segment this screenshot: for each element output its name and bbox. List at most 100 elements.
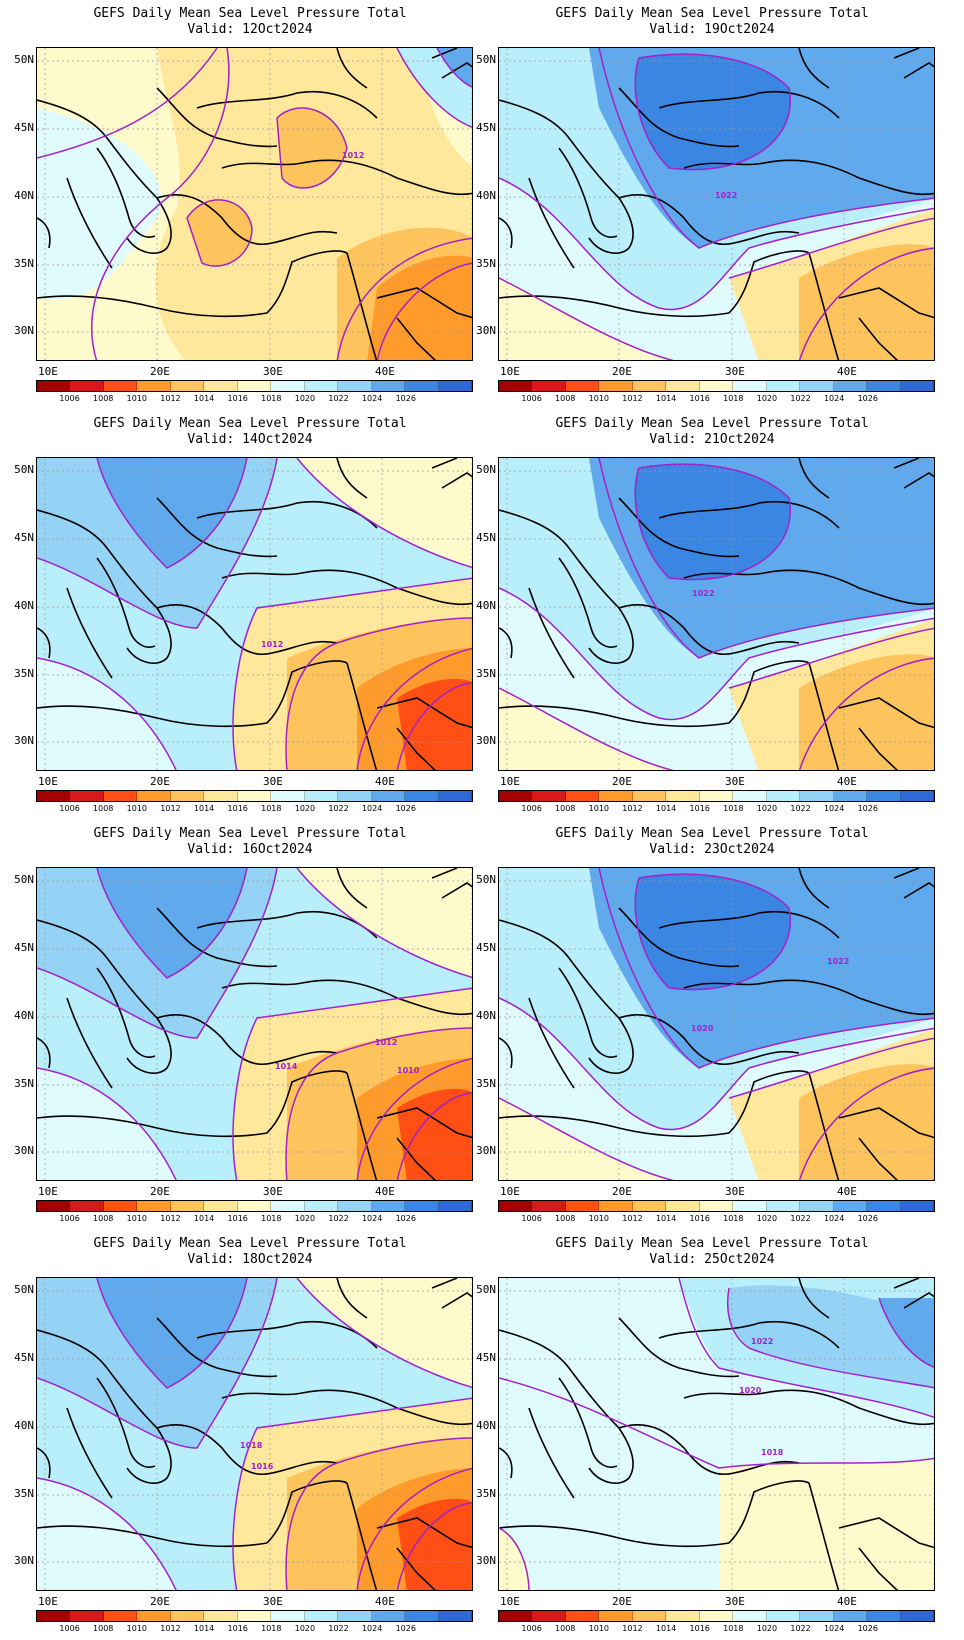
coastline [37,217,51,249]
colorbar-swatch [371,1611,406,1621]
pressure-map: 1012 [36,47,473,361]
pressure-fill [37,1068,176,1180]
pressure-fill [297,1278,472,1388]
coastline [221,569,472,606]
pressure-fill [727,1285,934,1388]
lon-tick-label: 30E [725,1595,745,1608]
coastline [376,1517,472,1549]
isobar-line [356,1467,472,1590]
coastline [441,62,472,79]
colorbar-swatch [666,791,700,801]
colorbar-label: 1024 [823,1624,845,1633]
isobar-label: 1022 [715,191,737,200]
colorbar-swatch [800,791,834,801]
coastline [893,48,920,59]
title-text: GEFS Daily Mean Sea Level Pressure Total [93,6,407,21]
pressure-fill [799,1064,934,1180]
coastline [156,603,338,655]
colorbar-label: 1012 [622,394,643,403]
coastline [558,1377,618,1468]
pressure-fill [499,1528,529,1590]
colorbar-swatch [733,381,767,391]
colorbar-swatch [137,791,171,801]
lon-tick-label: 10E [500,775,520,788]
lon-tick-label: 30E [263,365,283,378]
coastline [808,252,840,360]
colorbar-swatch [666,1201,700,1211]
colorbar-swatch [532,381,566,391]
colorbar-swatch [70,1611,104,1621]
coastline [499,919,634,1074]
pressure-fill [397,1498,472,1590]
coastline [893,868,920,879]
colorbar-swatch [37,791,71,801]
coastline [558,147,618,238]
coastline [903,62,934,79]
lat-tick-label: 40N [476,1419,496,1432]
isobar-line [634,53,791,171]
coastline [838,1107,934,1139]
colorbar-label: 1010 [126,1624,148,1633]
colorbar-swatch [900,1611,935,1621]
colorbar-label: 1010 [588,394,610,403]
colorbar-label: 1022 [790,394,811,403]
lon-tick-label: 10E [500,1595,520,1608]
colorbar-label: 1010 [126,804,148,813]
colorbar-swatch [800,1611,834,1621]
isobar-line [598,48,934,249]
isobar-line [296,458,472,569]
coastline [266,1070,348,1134]
coastline [376,1107,472,1139]
coastline [376,697,472,729]
lat-tick-label: 35N [476,257,496,270]
lat-tick-label: 40N [476,599,496,612]
lat-tick-label: 40N [476,189,496,202]
lat-tick-label: 30N [476,1144,496,1157]
colorbar-label: 1014 [655,1624,677,1633]
coastline [96,147,156,238]
colorbar-swatch [699,791,734,801]
lat-tick-label: 30N [476,734,496,747]
colorbar-label: 1014 [193,1624,215,1633]
isobar-line [37,1067,177,1180]
coastline [66,587,113,679]
coastline [499,217,513,249]
isobar-line [37,1477,177,1590]
colorbar-label: 1020 [756,394,778,403]
colorbar-label: 1024 [361,1624,383,1633]
coastline [431,458,458,469]
map-panel: GEFS Daily Mean Sea Level Pressure Total… [0,820,482,1230]
colorbar-swatch [632,791,667,801]
colorbar-swatch [599,1201,633,1211]
isobar-line [728,217,934,279]
colorbar-swatch [271,1611,305,1621]
colorbar-label: 1006 [521,394,542,403]
colorbar-swatch [867,791,901,801]
coastline [858,1137,899,1180]
coastline [156,193,338,245]
isobar-line [598,458,934,659]
coastline [346,1482,378,1590]
isobar-line [96,458,248,569]
colorbar-label: 1026 [857,1624,878,1633]
coastline [196,500,378,529]
isobar-line [96,1278,248,1389]
pressure-fill [635,464,791,580]
colorbar-label: 1006 [59,1624,80,1633]
colorbar-swatch [699,1201,734,1211]
isobar-line [37,48,218,159]
coastline [156,497,278,558]
lat-tick-label: 35N [14,1487,34,1500]
coastline [336,458,368,499]
colorbar-swatch [565,791,600,801]
isobar-line [798,1067,934,1180]
coastline [808,1482,840,1590]
lon-tick-label: 10E [38,775,58,788]
isobar-line [296,868,472,979]
coastline [431,1278,458,1289]
isobar-line [728,627,934,689]
colorbar-label: 1014 [655,394,677,403]
coastline [156,1013,338,1065]
pressure-fill [879,1298,934,1368]
colorbar [36,1200,473,1212]
